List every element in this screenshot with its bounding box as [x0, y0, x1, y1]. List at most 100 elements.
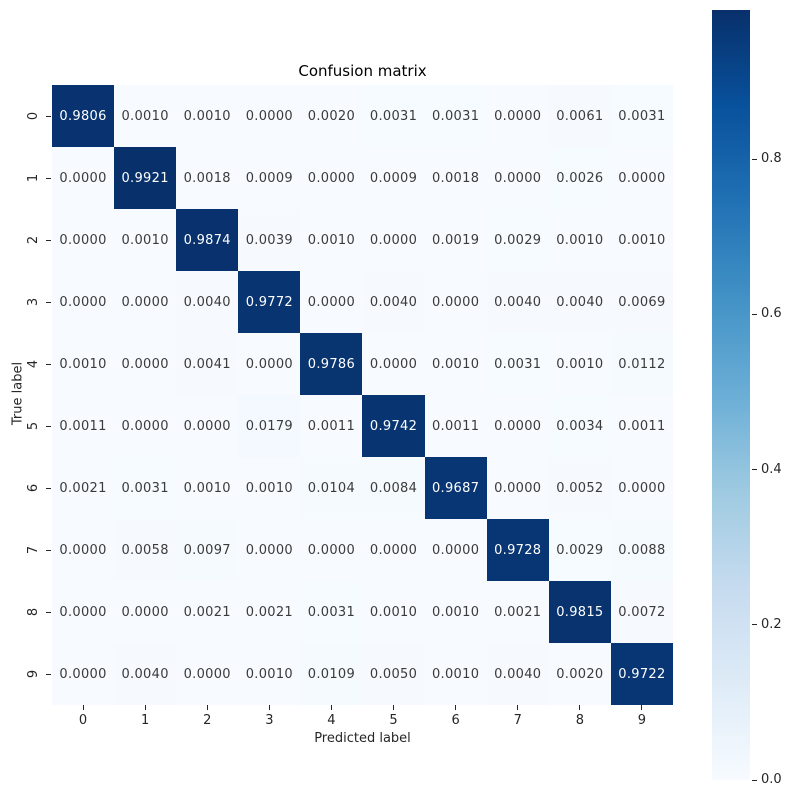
x-tick-label: 0 — [78, 713, 88, 728]
heatmap-cell: 0.0011 — [610, 395, 673, 457]
heatmap-cell: 0.0031 — [610, 85, 673, 147]
heatmap-cell: 0.0000 — [610, 147, 673, 209]
heatmap-cell: 0.0034 — [548, 395, 611, 457]
y-tick-mark — [46, 363, 51, 365]
heatmap-cell: 0.0011 — [300, 395, 363, 457]
heatmap-cell: 0.0000 — [52, 209, 115, 271]
heatmap-cell: 0.0039 — [238, 209, 301, 271]
heatmap-cell: 0.0000 — [114, 581, 177, 643]
heatmap-cell: 0.0010 — [424, 333, 487, 395]
heatmap-cell: 0.0000 — [238, 333, 301, 395]
heatmap-cell: 0.9874 — [176, 209, 239, 271]
heatmap-cell: 0.0010 — [114, 85, 177, 147]
heatmap-cell: 0.0058 — [114, 519, 177, 581]
heatmap-cell: 0.0084 — [362, 457, 425, 519]
heatmap-cell: 0.0000 — [362, 209, 425, 271]
colorbar-tick-mark — [752, 158, 757, 160]
heatmap-cell: 0.0000 — [52, 147, 115, 209]
y-tick-label: 7 — [25, 545, 41, 555]
heatmap-cell: 0.0050 — [362, 643, 425, 705]
heatmap-cell: 0.0000 — [610, 457, 673, 519]
x-tick-mark — [641, 705, 643, 710]
heatmap-cell: 0.0031 — [114, 457, 177, 519]
heatmap-cell: 0.0000 — [424, 519, 487, 581]
y-tick-label: 2 — [25, 235, 41, 245]
heatmap-cell: 0.0010 — [548, 209, 611, 271]
y-tick-mark — [46, 549, 51, 551]
y-tick-label: 4 — [25, 359, 41, 369]
heatmap-cell: 0.0040 — [486, 643, 549, 705]
x-tick-label: 7 — [513, 713, 522, 728]
heatmap-cell: 0.0031 — [362, 85, 425, 147]
heatmap-cell: 0.0088 — [610, 519, 673, 581]
y-tick-label: 0 — [25, 111, 41, 121]
x-tick-label: 2 — [203, 713, 212, 728]
heatmap-cell: 0.0019 — [424, 209, 487, 271]
heatmap-cell: 0.0040 — [176, 271, 239, 333]
chart-title: Confusion matrix — [298, 62, 427, 80]
x-tick-mark — [455, 705, 457, 710]
x-tick-label: 6 — [451, 713, 460, 728]
colorbar-tick-label: 0.8 — [761, 151, 782, 167]
colorbar-tick-mark — [752, 313, 757, 315]
heatmap-cell: 0.0000 — [176, 643, 239, 705]
heatmap-cell: 0.0009 — [238, 147, 301, 209]
heatmap-cell: 0.0011 — [424, 395, 487, 457]
heatmap-cell: 0.0097 — [176, 519, 239, 581]
heatmap-cell: 0.9806 — [52, 85, 115, 147]
heatmap-cell: 0.0040 — [486, 271, 549, 333]
colorbar — [712, 10, 750, 780]
heatmap-cell: 0.0031 — [300, 581, 363, 643]
heatmap-cell: 0.0000 — [52, 271, 115, 333]
heatmap-cell: 0.9921 — [114, 147, 177, 209]
heatmap-cell: 0.0010 — [176, 457, 239, 519]
y-tick-mark — [46, 115, 51, 117]
heatmap-cell: 0.0000 — [300, 271, 363, 333]
heatmap-cell: 0.0000 — [238, 519, 301, 581]
heatmap-cell: 0.0009 — [362, 147, 425, 209]
x-tick-mark — [330, 705, 332, 710]
x-tick-label: 3 — [265, 713, 274, 728]
heatmap-cell: 0.0010 — [548, 333, 611, 395]
heatmap-cell: 0.0010 — [114, 209, 177, 271]
heatmap-cell: 0.9728 — [486, 519, 549, 581]
heatmap-cell: 0.0029 — [548, 519, 611, 581]
heatmap-cell: 0.0021 — [176, 581, 239, 643]
heatmap-cell: 0.0021 — [238, 581, 301, 643]
y-tick-label: 5 — [25, 421, 41, 431]
heatmap-cell: 0.0000 — [300, 519, 363, 581]
heatmap-cell: 0.0018 — [424, 147, 487, 209]
heatmap-cell: 0.0112 — [610, 333, 673, 395]
heatmap-cell: 0.0010 — [238, 643, 301, 705]
heatmap-cell: 0.0104 — [300, 457, 363, 519]
y-tick-mark — [46, 487, 51, 489]
heatmap-cell: 0.0010 — [362, 581, 425, 643]
y-tick-mark — [46, 673, 51, 675]
y-tick-mark — [46, 177, 51, 179]
x-tick-mark — [579, 705, 581, 710]
y-axis-label: True label — [10, 361, 26, 426]
heatmap-cell: 0.0000 — [176, 395, 239, 457]
heatmap-cell: 0.0000 — [114, 333, 177, 395]
heatmap-cell: 0.0072 — [610, 581, 673, 643]
colorbar-tick-label: 0.4 — [761, 461, 782, 477]
heatmap-cell: 0.0040 — [114, 643, 177, 705]
heatmap-cell: 0.0040 — [548, 271, 611, 333]
heatmap-cell: 0.0000 — [238, 85, 301, 147]
heatmap-cell: 0.0000 — [52, 643, 115, 705]
heatmap-cell: 0.9687 — [424, 457, 487, 519]
heatmap-cell: 0.0010 — [52, 333, 115, 395]
heatmap-cell: 0.0010 — [610, 209, 673, 271]
heatmap-cell: 0.0109 — [300, 643, 363, 705]
heatmap: 0.9806 0.0010 0.0010 0.0000 0.0020 0.0031 0.00… — [52, 85, 673, 705]
x-tick-mark — [144, 705, 146, 710]
heatmap-cell: 0.0031 — [486, 333, 549, 395]
heatmap-cell: 0.0000 — [486, 85, 549, 147]
heatmap-cell: 0.0021 — [52, 457, 115, 519]
heatmap-cell: 0.0020 — [300, 85, 363, 147]
heatmap-cell: 0.9786 — [300, 333, 363, 395]
x-tick-label: 9 — [637, 713, 647, 728]
heatmap-cell: 0.0000 — [114, 395, 177, 457]
x-tick-mark — [393, 705, 395, 710]
